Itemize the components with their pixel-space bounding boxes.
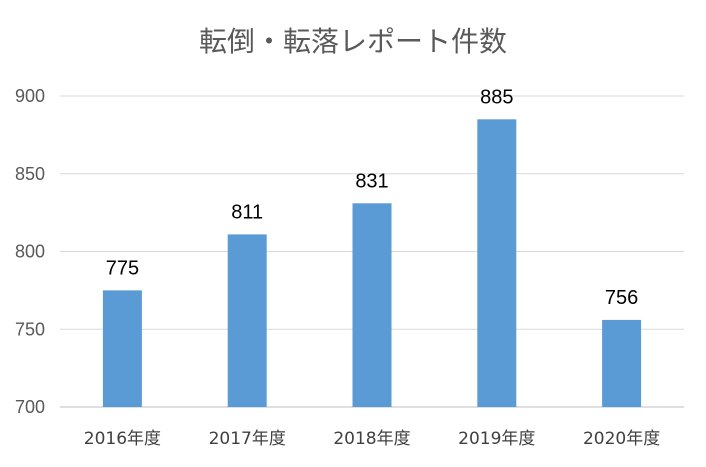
y-tick-label: 700: [15, 397, 45, 417]
data-labels: 775 811 831 885 756: [106, 86, 639, 309]
data-label: 811: [231, 201, 263, 223]
chart-title: 転倒・転落レポート件数: [199, 25, 507, 58]
data-label: 831: [355, 170, 388, 192]
bars: [102, 119, 642, 407]
y-tick-label: 750: [15, 319, 45, 339]
bar-2019年度: [477, 119, 517, 407]
x-category-label: 2018年度: [333, 429, 410, 449]
y-tick-label: 900: [15, 86, 45, 106]
x-category-label: 2019年度: [458, 429, 535, 449]
x-category-label: 2016年度: [84, 429, 161, 449]
x-category-label: 2020年度: [583, 429, 660, 449]
y-axis-ticks: 700 750 800 850 900: [15, 86, 45, 417]
y-tick-label: 800: [15, 242, 45, 262]
bar-2018年度: [352, 203, 392, 407]
data-label: 885: [480, 86, 513, 108]
bar-2016年度: [102, 290, 142, 407]
bar-2017年度: [227, 234, 267, 407]
y-tick-label: 850: [15, 164, 45, 184]
bar-2020年度: [602, 319, 642, 407]
data-label: 775: [106, 257, 139, 279]
x-axis-categories: 2016年度 2017年度 2018年度 2019年度 2020年度: [84, 429, 660, 449]
data-label: 756: [605, 287, 638, 309]
x-category-label: 2017年度: [209, 429, 286, 449]
